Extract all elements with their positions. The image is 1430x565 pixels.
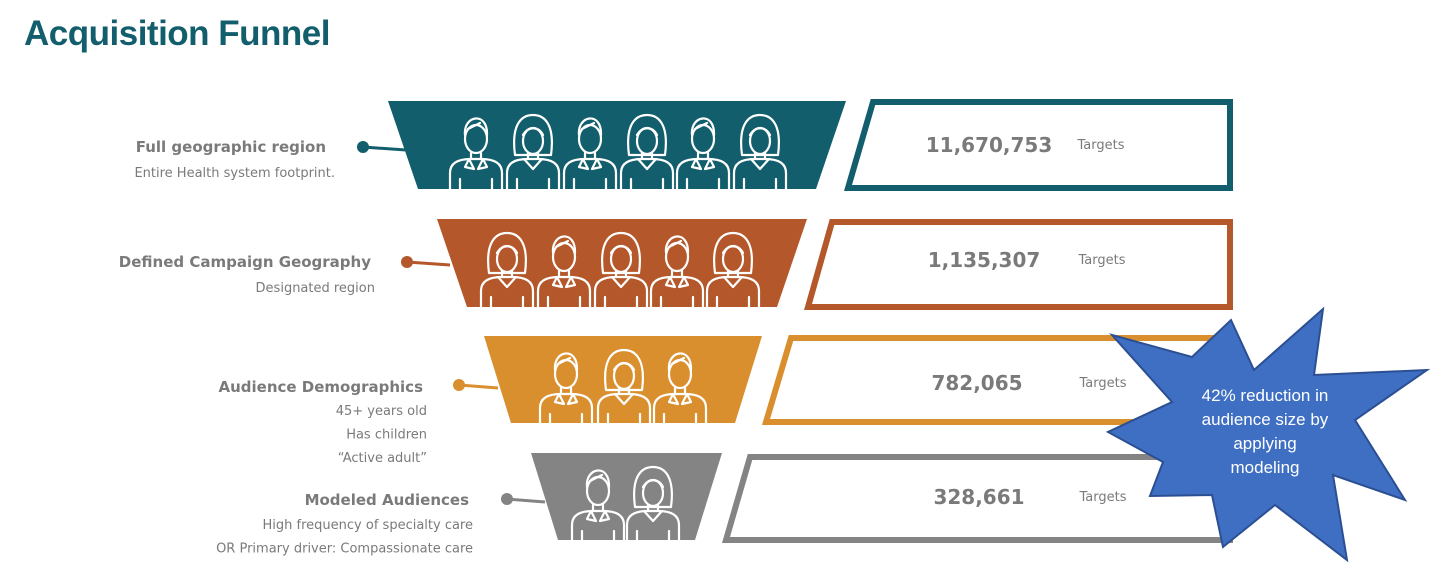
- connector-line: [406, 260, 451, 267]
- man-icon: [649, 235, 705, 311]
- funnel-stages: 11,670,753 Targets Full geographic region E…: [119, 99, 1233, 557]
- target-count: 11,670,753: [926, 133, 1053, 157]
- connector-dot: [453, 379, 465, 391]
- callout-line: audience size by: [1202, 410, 1329, 429]
- callout-starburst-shape: [1105, 306, 1430, 563]
- connector-dot: [501, 493, 513, 505]
- stage-title: Defined Campaign Geography: [119, 253, 371, 271]
- man-icon: [536, 235, 592, 311]
- funnel-stage: 11,670,753 Targets Full geographic region E…: [134, 99, 1233, 193]
- page-title: Acquisition Funnel: [24, 14, 330, 53]
- woman-icon: [596, 348, 652, 428]
- target-unit: Targets: [1079, 376, 1127, 391]
- target-count: 782,065: [931, 371, 1022, 395]
- man-icon: [675, 117, 731, 193]
- woman-icon: [705, 231, 761, 311]
- man-icon: [570, 469, 626, 545]
- stage-detail: Has children: [346, 428, 427, 443]
- man-icon: [538, 352, 594, 428]
- woman-icon: [593, 231, 649, 311]
- woman-icon: [732, 113, 788, 193]
- callout-text: 42% reduction in audience size by applying…: [1202, 386, 1329, 477]
- value-box: [804, 219, 1233, 310]
- stage-detail: Designated region: [256, 281, 375, 296]
- woman-icon: [619, 113, 675, 193]
- stage-detail: 45+ years old: [336, 404, 427, 419]
- funnel-segment: [437, 219, 807, 307]
- target-unit: Targets: [1077, 138, 1125, 153]
- woman-icon: [505, 113, 561, 193]
- stage-detail: High frequency of specialty care: [263, 518, 473, 533]
- stage-detail: OR Primary driver: Compassionate care: [216, 542, 473, 557]
- funnel-segment: [531, 453, 722, 540]
- target-count: 1,135,307: [928, 248, 1041, 272]
- callout-line: applying: [1233, 434, 1296, 453]
- target-count: 328,661: [933, 485, 1024, 509]
- woman-icon: [479, 231, 535, 311]
- stage-detail: Entire Health system footprint.: [134, 166, 335, 181]
- man-icon: [652, 352, 708, 428]
- connector-line: [458, 383, 499, 390]
- connector-line: [362, 145, 407, 152]
- connector-dot: [357, 141, 369, 153]
- funnel-segment: [388, 101, 846, 189]
- value-box: [844, 99, 1233, 191]
- funnel-stage: 1,135,307 Targets Defined Campaign Geograp…: [119, 219, 1233, 311]
- callout-line: 42% reduction in: [1202, 386, 1329, 405]
- funnel-stage: 328,661 Targets Modeled Audiences High freq…: [216, 453, 1233, 557]
- funnel-stage: 782,065 Targets Audience Demographics 45+ y…: [219, 335, 1233, 466]
- stage-title: Audience Demographics: [219, 378, 424, 396]
- reduction-callout: 42% reduction in audience size by applying…: [1105, 306, 1430, 563]
- woman-icon: [625, 465, 681, 545]
- stage-title: Full geographic region: [136, 138, 326, 156]
- man-icon: [448, 117, 504, 193]
- connector-line: [506, 497, 546, 504]
- stage-detail: “Active adult”: [338, 451, 427, 466]
- man-icon: [562, 117, 618, 193]
- callout-line: modeling: [1231, 458, 1300, 477]
- stage-title: Modeled Audiences: [305, 491, 470, 509]
- target-unit: Targets: [1078, 253, 1126, 268]
- funnel-segment: [484, 336, 762, 423]
- target-unit: Targets: [1079, 490, 1127, 505]
- connector-dot: [401, 256, 413, 268]
